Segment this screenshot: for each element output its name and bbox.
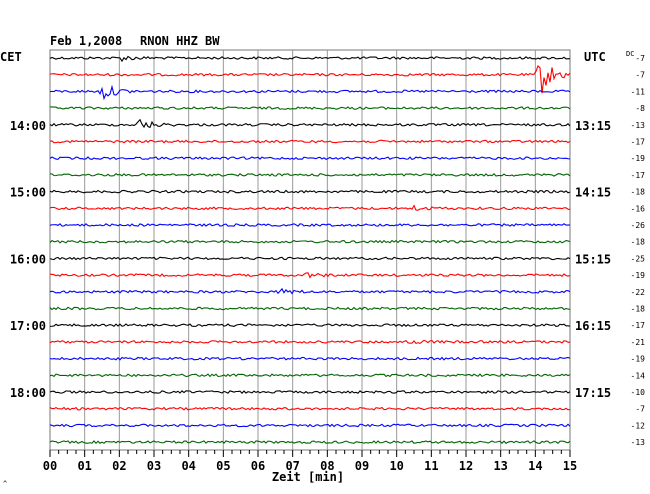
trace-line [49,204,571,211]
right-hour-label: 13:15 [575,119,611,133]
plot-frame [49,49,571,451]
trace-line [49,287,571,295]
dc-offset-label: -12 [631,421,646,430]
chart-date: Feb 1,2008 [50,34,122,48]
dc-offset-label: -19 [631,154,646,163]
trace-line [49,423,571,428]
right-hour-label: 17:15 [575,386,611,400]
x-tick-label: 05 [216,459,230,473]
trace-line [49,440,571,445]
x-tick-label: 14 [528,459,542,473]
left-hour-label: 15:00 [10,186,46,200]
x-tick-label: 02 [112,459,126,473]
left-hour-label: 18:00 [10,386,46,400]
trace-line [49,406,571,411]
x-axis-label: Zeit [min] [272,470,344,484]
x-tick-label: 03 [147,459,161,473]
x-tick-label: 11 [424,459,438,473]
dc-labels: -7 -7 -11 -8 -13 -17 -19 -17 -18 -16 -26 -18 -25 -19 -… [631,54,646,447]
trace-line [49,118,571,129]
x-tick-label: 09 [355,459,369,473]
hour-labels: 14:00 15:00 16:00 17:00 18:00 13:15 14:15 15:15… [10,119,611,400]
left-hour-label: 17:00 [10,319,46,333]
trace-line [49,55,571,63]
dc-offset-label: -21 [631,338,646,347]
x-axis: 00 01 02 03 04 05 06 07 08 09 10 11 12 13 14 15 [43,450,577,473]
x-tick-label: 00 [43,459,57,473]
trace-line [49,139,571,144]
left-hour-label: 14:00 [10,119,46,133]
right-hour-label: 15:15 [575,252,611,266]
trace-line [49,356,571,361]
dc-offset-label: -10 [631,388,646,397]
dc-header-label: DC [626,50,634,58]
x-tick-label: 04 [181,459,195,473]
dc-offset-label: -25 [631,254,646,263]
trace-line [49,339,571,345]
trace-line [49,373,571,378]
trace-line [49,239,571,244]
dc-offset-label: -17 [631,321,646,330]
dc-offset-label: -22 [631,288,646,297]
right-hour-label: 14:15 [575,186,611,200]
dc-offset-label: -26 [631,221,646,230]
trace-line [49,106,571,110]
dc-offset-label: -7 [635,405,645,414]
trace-line [49,256,571,261]
traces [49,55,571,445]
trace-line [49,84,571,101]
dc-offset-label: -13 [631,121,646,130]
dc-offset-label: -16 [631,204,646,213]
dc-offset-label: -19 [631,355,646,364]
trace-line [49,323,571,328]
trace-line [49,390,571,394]
dc-offset-label: -17 [631,138,646,147]
dc-offset-label: -19 [631,271,646,280]
right-timezone-label: UTC [584,50,606,64]
left-timezone-label: CET [0,50,22,64]
dc-offset-label: -13 [631,438,646,447]
trace-line [49,172,571,177]
x-tick-label: 08 [320,459,334,473]
trace-line [49,272,571,279]
dc-offset-label: -8 [635,104,645,113]
x-tick-label: 13 [493,459,507,473]
x-tick-label: 15 [563,459,577,473]
chart-station: RNON HHZ BW [140,34,220,48]
trace-line [49,306,571,311]
trace-line [49,156,571,161]
dc-offset-label: -18 [631,238,646,247]
x-tick-label: 07 [285,459,299,473]
trace-line [49,223,571,227]
x-tick-label: 06 [251,459,265,473]
right-hour-label: 16:15 [575,319,611,333]
dc-offset-label: -7 [635,54,645,63]
dc-offset-label: -14 [631,371,646,380]
left-hour-label: 16:00 [10,252,46,266]
trace-line [49,65,571,94]
grid [84,50,536,450]
dc-offset-label: -17 [631,171,646,180]
x-tick-label: 12 [459,459,473,473]
dc-offset-label: -18 [631,188,646,197]
dc-offset-label: -7 [635,71,645,80]
x-tick-label: 10 [389,459,403,473]
dc-offset-label: -11 [631,87,646,96]
x-tick-label: 01 [77,459,91,473]
trace-line [49,189,571,194]
dc-offset-label: -18 [631,305,646,314]
corner-mark: ^ [3,480,7,488]
